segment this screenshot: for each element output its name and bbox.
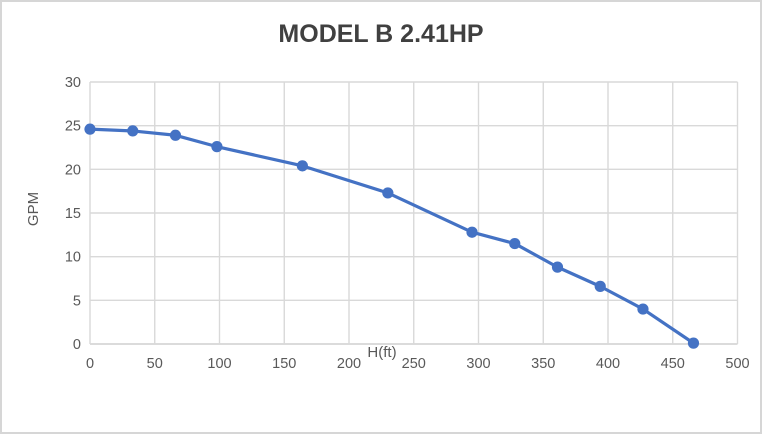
data-point-marker: [169, 129, 182, 141]
data-point-marker: [296, 160, 308, 172]
y-tick-label: 30: [65, 75, 81, 91]
x-tick-label: 300: [466, 356, 490, 372]
data-point-marker: [509, 237, 521, 250]
x-tick-label: 0: [86, 356, 94, 372]
x-tick-label: 500: [725, 356, 749, 372]
data-point-marker: [637, 303, 649, 315]
data-point-marker: [466, 226, 478, 238]
x-tick-label: 200: [337, 356, 361, 372]
y-tick-label: 10: [65, 250, 81, 266]
data-point-marker: [551, 261, 564, 273]
chart-title: MODEL B 2.41HP: [278, 20, 484, 48]
y-axis-title: GPM: [25, 192, 42, 226]
x-tick-label: 400: [596, 356, 620, 372]
data-point-marker: [127, 125, 139, 137]
y-tick-label: 0: [73, 337, 81, 353]
x-tick-label: 100: [207, 356, 231, 372]
y-tick-label: 25: [65, 119, 81, 135]
x-tick-label: 250: [402, 356, 426, 372]
data-point-marker: [687, 337, 700, 349]
x-tick-label: 150: [272, 356, 296, 372]
y-tick-label: 5: [73, 293, 81, 309]
x-tick-label: 450: [661, 356, 685, 372]
y-tick-label: 15: [65, 206, 81, 222]
x-tick-label: 350: [531, 356, 555, 372]
data-series-line: [88, 127, 696, 345]
data-point-marker: [211, 141, 223, 153]
x-axis-title: H(ft): [367, 344, 396, 361]
data-point-marker: [84, 123, 96, 135]
y-tick-label: 20: [65, 162, 81, 178]
data-point-marker: [382, 187, 394, 199]
x-tick-label: 50: [147, 356, 163, 372]
data-point-marker: [594, 280, 606, 292]
